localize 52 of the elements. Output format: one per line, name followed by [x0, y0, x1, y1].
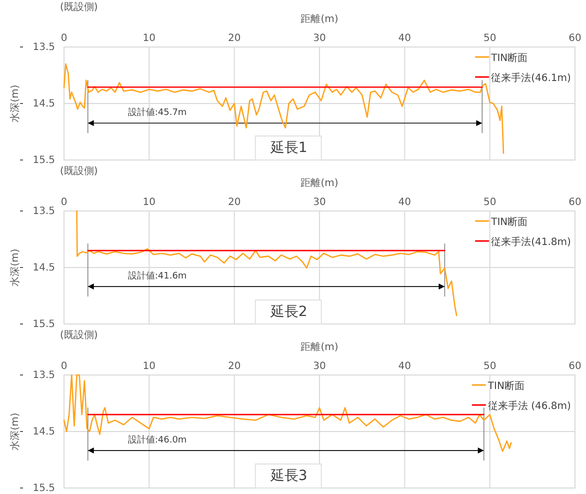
y-axis-title: 水深(m) [9, 248, 21, 286]
y-tick-label: 15.5 [32, 155, 55, 166]
annotation: 延長2 [269, 304, 308, 320]
x-tick-label: 0 [60, 33, 68, 44]
legend-label: 従来手法(46.1m) [491, 72, 571, 84]
x-tick-label: 10 [142, 361, 156, 372]
legend-label: TIN断面 [490, 216, 528, 228]
x-tick-label: 60 [568, 197, 582, 208]
x-tick-label: 50 [483, 197, 496, 208]
x-axis-title: 距離(m) [300, 177, 338, 189]
x-tick-label: 40 [398, 361, 412, 372]
y-tick-label: 13.5 [32, 206, 55, 218]
y-tick-label: 14.5 [32, 426, 55, 438]
x-tick-label: 30 [313, 361, 326, 372]
x-tick-label: 30 [313, 197, 326, 208]
x-axis-title: 距離(m) [300, 341, 338, 353]
y-tick-label: 15.5 [32, 483, 55, 494]
legend-label: TIN断面 [490, 52, 528, 64]
legend-label: 従来手法 (46.8m) [488, 400, 571, 412]
line-series [76, 210, 458, 316]
text: (既設側) [60, 329, 98, 341]
annotation: 設計値:45.7m [128, 107, 187, 118]
y-tick-label: 13.5 [32, 42, 55, 54]
y-axis-title: 水深(m) [9, 412, 21, 450]
x-tick-label: 10 [142, 197, 156, 208]
legend-label: 従来手法(41.8m) [491, 236, 571, 248]
x-axis-title: 距離(m) [300, 13, 338, 25]
annotation: 延長1 [269, 140, 308, 156]
x-tick-label: 60 [568, 361, 582, 372]
legend-label: TIN断面 [486, 380, 524, 392]
annotation: 設計値:46.0m [128, 434, 187, 446]
y-tick-label: 15.5 [32, 319, 55, 330]
x-tick-label: 50 [483, 361, 496, 372]
x-tick-label: 20 [228, 197, 241, 208]
annotation: 設計値:41.6m [128, 270, 187, 282]
annotation: 延長3 [269, 468, 308, 484]
text: (既設側) [60, 1, 98, 13]
x-tick-label: 50 [483, 33, 496, 44]
y-axis-title: 水深(m) [9, 84, 21, 122]
text: (既設側) [60, 165, 98, 177]
y-tick-label: 13.5 [32, 370, 55, 382]
x-tick-label: 20 [228, 33, 241, 44]
x-tick-label: 0 [60, 361, 68, 372]
x-tick-label: 40 [398, 33, 412, 44]
x-tick-label: 40 [398, 197, 412, 208]
x-tick-label: 10 [142, 33, 156, 44]
x-tick-label: 0 [60, 197, 68, 208]
y-tick-label: 14.5 [32, 262, 55, 274]
y-tick-label: 14.5 [32, 98, 55, 110]
x-tick-label: 20 [228, 361, 241, 372]
x-tick-label: 30 [313, 33, 326, 44]
x-tick-label: 60 [568, 33, 582, 44]
